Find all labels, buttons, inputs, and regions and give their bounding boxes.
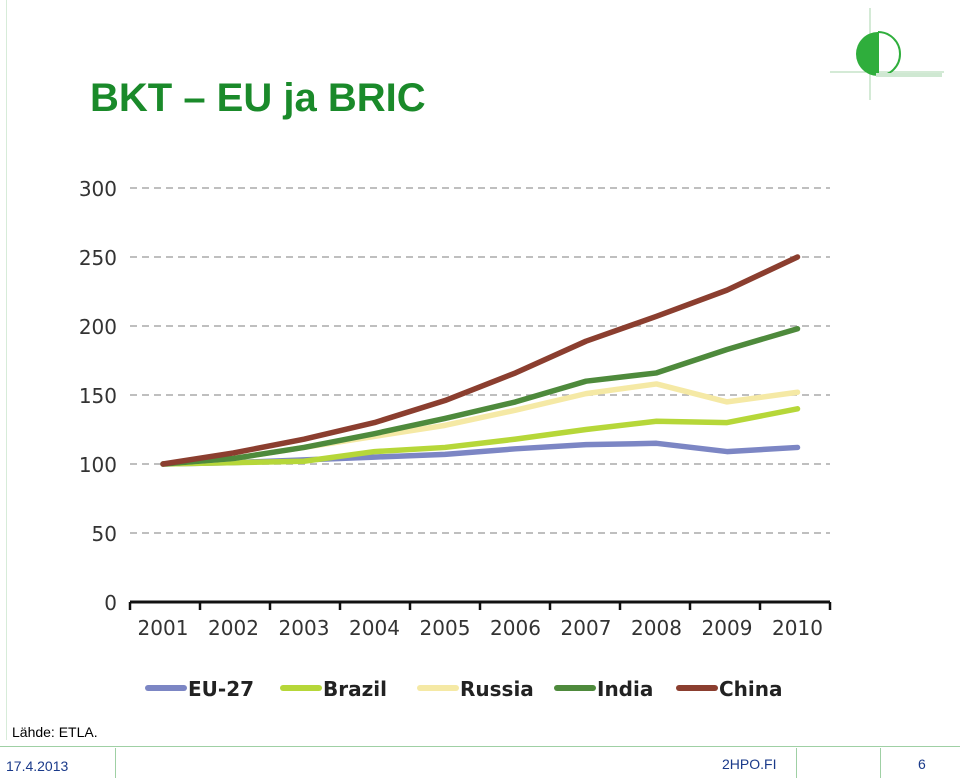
footer-separator-site (796, 748, 797, 778)
footer-site-link[interactable]: 2HPO.FI (722, 756, 777, 772)
slide-title: BKT – EU ja BRIC (90, 76, 426, 120)
footer-page-number: 6 (918, 756, 926, 772)
y-tick-label-100: 100 (79, 453, 117, 477)
axis-layer: 0 50 100 150 200 250 300 2001 2002 2003 2004 2005 20… (79, 177, 832, 640)
x-tick-label-2010: 2010 (772, 616, 823, 640)
legend-label-eu-27: EU-27 (188, 677, 254, 701)
series-line-india (160, 326, 801, 467)
footer-separator-page (880, 748, 881, 778)
legend-layer: EU-27 Brazil Russia India China (145, 677, 783, 701)
footer-separator-date (115, 748, 116, 778)
x-tick-label-2003: 2003 (279, 616, 330, 640)
legend-label-china: China (719, 677, 783, 701)
x-tick-label-2001: 2001 (138, 616, 189, 640)
y-tick-label-200: 200 (79, 315, 117, 339)
grid-layer (130, 187, 830, 534)
y-tick-label-250: 250 (79, 246, 117, 270)
footer-divider (0, 746, 960, 747)
x-tick-label-2005: 2005 (420, 616, 471, 640)
x-tick-label-2008: 2008 (631, 616, 682, 640)
series-line-china (160, 254, 801, 467)
y-tick-label-150: 150 (79, 384, 117, 408)
legend-label-india: India (597, 677, 653, 701)
series-line-brazil (160, 406, 801, 467)
x-tick-label-2009: 2009 (702, 616, 753, 640)
x-tick-label-2002: 2002 (208, 616, 259, 640)
legend-label-russia: Russia (460, 677, 534, 701)
x-tick-label-2007: 2007 (561, 616, 612, 640)
y-tick-label-300: 300 (79, 177, 117, 201)
company-logo (830, 8, 944, 100)
source-note: Lähde: ETLA. (12, 724, 98, 740)
slide-left-rule (6, 0, 7, 740)
y-tick-label-50: 50 (92, 522, 117, 546)
gdp-line-chart: 0 50 100 150 200 250 300 2001 2002 2003 2004 2005 20… (79, 177, 832, 701)
x-tick-label-2006: 2006 (490, 616, 541, 640)
y-tick-label-0: 0 (104, 591, 117, 615)
legend-label-brazil: Brazil (323, 677, 387, 701)
series-layer (160, 254, 801, 467)
footer-date: 17.4.2013 (6, 758, 69, 774)
x-tick-label-2004: 2004 (349, 616, 400, 640)
